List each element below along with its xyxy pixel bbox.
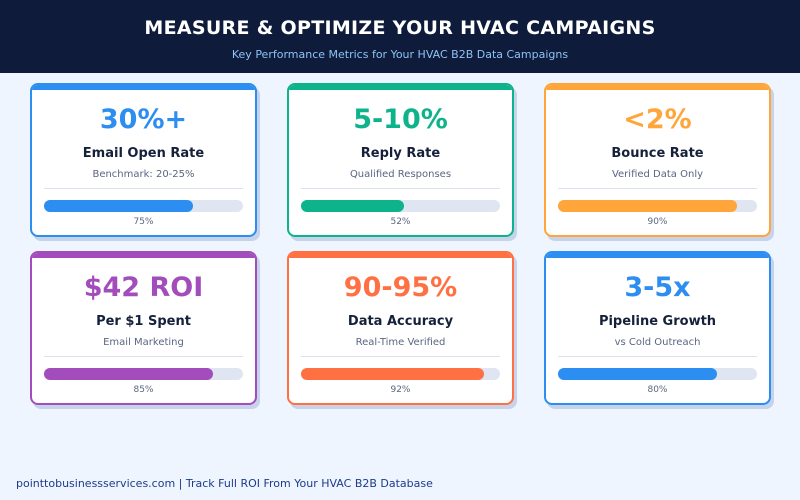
metric-subtext: Verified Data Only bbox=[611, 169, 704, 180]
divider bbox=[44, 188, 243, 189]
metric-label: Per $1 Spent bbox=[96, 314, 191, 329]
metric-card: <2% Bounce Rate Verified Data Only 90% bbox=[544, 83, 771, 237]
metric-label: Data Accuracy bbox=[347, 314, 454, 329]
progress-bar bbox=[44, 368, 243, 380]
progress-fill bbox=[301, 368, 485, 380]
metric-value: <2% bbox=[623, 104, 692, 135]
metric-subtext: Real-Time Verified bbox=[355, 337, 446, 348]
card-accent-bar bbox=[289, 85, 512, 90]
progress-label: 92% bbox=[390, 385, 411, 395]
progress-label: 85% bbox=[133, 385, 154, 395]
page-title: MEASURE & OPTIMIZE YOUR HVAC CAMPAIGNS bbox=[144, 17, 656, 39]
divider bbox=[558, 356, 757, 357]
metric-label: Reply Rate bbox=[360, 146, 441, 161]
divider bbox=[301, 188, 500, 189]
progress-label: 90% bbox=[647, 217, 668, 227]
progress-fill bbox=[301, 200, 405, 212]
progress-fill bbox=[44, 200, 194, 212]
metric-subtext: Email Marketing bbox=[103, 337, 184, 348]
metric-value: $42 ROI bbox=[83, 272, 204, 303]
header-banner: MEASURE & OPTIMIZE YOUR HVAC CAMPAIGNS K… bbox=[0, 0, 800, 73]
metric-card: 90-95% Data Accuracy Real-Time Verified … bbox=[287, 251, 514, 405]
progress-bar bbox=[558, 200, 757, 212]
divider bbox=[44, 356, 243, 357]
metric-value: 90-95% bbox=[343, 272, 458, 303]
footer-text: pointtobusinessservices.com | Track Full… bbox=[16, 477, 433, 490]
progress-bar bbox=[301, 200, 500, 212]
progress-label: 80% bbox=[647, 385, 668, 395]
metric-label: Pipeline Growth bbox=[598, 314, 717, 329]
metric-card: 5-10% Reply Rate Qualified Responses 52% bbox=[287, 83, 514, 237]
metric-subtext: vs Cold Outreach bbox=[614, 337, 701, 348]
metric-value: 5-10% bbox=[353, 104, 448, 135]
divider bbox=[301, 356, 500, 357]
metric-card: 30%+ Email Open Rate Benchmark: 20-25% 7… bbox=[30, 83, 257, 237]
progress-fill bbox=[44, 368, 214, 380]
card-accent-bar bbox=[32, 253, 255, 258]
progress-fill bbox=[558, 200, 738, 212]
metric-subtext: Qualified Responses bbox=[349, 169, 452, 180]
progress-bar bbox=[301, 368, 500, 380]
card-accent-bar bbox=[546, 85, 769, 90]
card-accent-bar bbox=[289, 253, 512, 258]
progress-fill bbox=[558, 368, 718, 380]
metric-card: $42 ROI Per $1 Spent Email Marketing 85% bbox=[30, 251, 257, 405]
card-accent-bar bbox=[546, 253, 769, 258]
progress-bar bbox=[44, 200, 243, 212]
page-subtitle: Key Performance Metrics for Your HVAC B2… bbox=[231, 48, 569, 61]
progress-label: 52% bbox=[390, 217, 411, 227]
card-accent-bar bbox=[32, 85, 255, 90]
metric-value: 3-5x bbox=[624, 272, 691, 303]
metric-card: 3-5x Pipeline Growth vs Cold Outreach 80… bbox=[544, 251, 771, 405]
metric-subtext: Benchmark: 20-25% bbox=[92, 169, 195, 180]
metric-label: Email Open Rate bbox=[82, 146, 205, 161]
progress-bar bbox=[558, 368, 757, 380]
metric-value: 30%+ bbox=[99, 104, 188, 135]
divider bbox=[558, 188, 757, 189]
progress-label: 75% bbox=[133, 217, 154, 227]
metric-label: Bounce Rate bbox=[611, 146, 704, 161]
